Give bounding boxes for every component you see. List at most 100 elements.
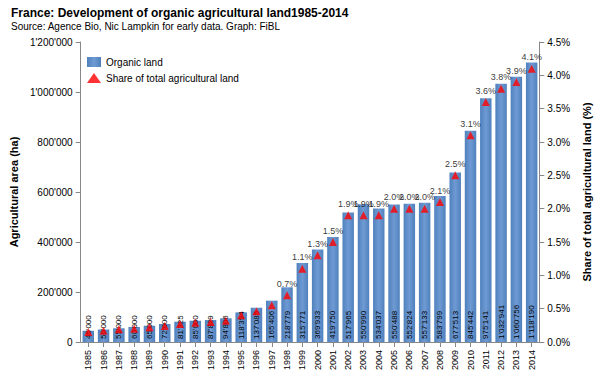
svg-text:165'406: 165'406 [267,310,276,339]
svg-text:2011: 2011 [481,350,491,369]
svg-text:France: Development of organic: France: Development of organic agricultu… [11,6,349,20]
svg-text:315'771: 315'771 [298,310,307,339]
svg-text:Organic land: Organic land [106,57,163,68]
svg-text:419'750: 419'750 [328,310,337,339]
svg-text:3.8%: 3.8% [490,72,512,83]
svg-text:1.9%: 1.9% [337,198,359,209]
svg-text:550'990: 550'990 [359,310,368,339]
svg-text:517'965: 517'965 [344,310,353,339]
svg-text:1994: 1994 [221,350,231,370]
svg-text:1998: 1998 [282,350,292,370]
svg-text:2.0%: 2.0% [414,192,435,203]
svg-text:2010: 2010 [466,350,476,370]
svg-text:3.1%: 3.1% [460,119,481,129]
svg-text:2006: 2006 [404,350,414,370]
svg-text:2013: 2013 [511,350,521,370]
svg-text:3.9%: 3.9% [506,66,527,76]
svg-text:87'829: 87'829 [206,315,215,339]
svg-text:534'037: 534'037 [374,310,383,339]
svg-text:1987: 1987 [114,350,124,370]
svg-text:1.0%: 1.0% [547,270,570,281]
svg-text:1'032'941: 1'032'941 [497,304,506,339]
svg-text:2007: 2007 [420,350,430,370]
svg-text:2000: 2000 [313,350,323,370]
svg-text:Source: Agence Bio, Nic Lampki: Source: Agence Bio, Nic Lampkin for earl… [11,21,280,32]
svg-text:2.0%: 2.0% [399,192,420,203]
svg-text:1.5%: 1.5% [547,237,570,248]
svg-text:845'442: 845'442 [466,310,475,339]
svg-text:2003: 2003 [358,350,368,370]
svg-text:45'000: 45'000 [84,315,93,339]
svg-text:1.3%: 1.3% [307,239,328,249]
svg-text:81'225: 81'225 [176,315,185,339]
svg-text:2.0%: 2.0% [383,192,405,203]
svg-text:1986: 1986 [99,350,109,370]
svg-text:550'488: 550'488 [390,310,399,339]
svg-text:400'000: 400'000 [37,237,73,248]
svg-text:1.5%: 1.5% [323,226,344,236]
svg-text:1'000'000: 1'000'000 [30,87,73,98]
svg-text:1997: 1997 [267,350,277,370]
svg-text:2014: 2014 [527,350,537,370]
svg-text:218'779: 218'779 [283,310,292,339]
svg-text:2005: 2005 [389,350,399,370]
svg-text:2002: 2002 [343,350,353,370]
svg-text:3.5%: 3.5% [547,103,570,114]
svg-text:1.9%: 1.9% [353,198,374,209]
svg-text:4.1%: 4.1% [521,52,542,62]
svg-text:0: 0 [67,337,73,348]
svg-text:94'806: 94'806 [221,315,230,339]
svg-text:2.1%: 2.1% [430,186,451,196]
svg-text:1985: 1985 [83,350,93,370]
svg-text:137'085: 137'085 [252,310,261,339]
svg-text:600'000: 600'000 [37,187,73,198]
svg-text:200'000: 200'000 [37,287,73,298]
svg-text:1993: 1993 [206,350,216,370]
svg-text:1992: 1992 [190,350,200,370]
svg-text:1995: 1995 [236,350,246,370]
svg-text:55'000: 55'000 [114,315,123,339]
svg-text:1988: 1988 [129,350,139,370]
svg-text:2.5%: 2.5% [445,159,466,169]
svg-text:1'200'000: 1'200'000 [30,37,73,48]
svg-text:50'000: 50'000 [99,315,108,339]
svg-text:1999: 1999 [297,350,307,370]
svg-text:2001: 2001 [328,350,338,370]
svg-text:1.1%: 1.1% [292,252,313,262]
svg-text:3.0%: 3.0% [547,137,570,148]
svg-text:72'000: 72'000 [160,315,169,339]
svg-text:85'000: 85'000 [191,315,200,339]
svg-text:3.6%: 3.6% [476,86,497,96]
svg-text:2004: 2004 [374,350,384,370]
svg-text:2008: 2008 [435,350,445,370]
svg-text:583'799: 583'799 [435,310,444,339]
svg-text:118'394: 118'394 [237,311,246,339]
svg-text:2.0%: 2.0% [547,203,570,214]
svg-text:Share of total agricultural la: Share of total agricultural land [106,73,239,84]
svg-text:Agricultural area (ha): Agricultural area (ha) [8,136,20,247]
svg-text:1.9%: 1.9% [368,198,389,209]
svg-text:1991: 1991 [175,350,185,370]
svg-text:0.7%: 0.7% [277,279,298,289]
svg-text:2009: 2009 [450,350,460,370]
svg-text:369'933: 369'933 [313,310,322,339]
svg-text:1990: 1990 [160,350,170,370]
svg-text:60'000: 60'000 [130,315,139,339]
svg-text:975'141: 975'141 [481,310,490,339]
svg-text:0.0%: 0.0% [547,337,570,348]
svg-text:552'824: 552'824 [405,310,414,339]
svg-text:2012: 2012 [496,350,506,370]
svg-text:65'000: 65'000 [145,315,154,339]
svg-text:Share of total agricultural la: Share of total agricultural land (%) [581,102,593,281]
svg-text:1'060'756: 1'060'756 [512,304,521,339]
svg-text:0.5%: 0.5% [547,303,570,314]
svg-text:4.5%: 4.5% [547,37,570,48]
svg-text:1'118'190: 1'118'190 [527,305,536,339]
svg-text:557'133: 557'133 [420,310,429,339]
svg-text:677'513: 677'513 [451,310,460,339]
svg-text:4.0%: 4.0% [547,70,570,81]
svg-text:2.5%: 2.5% [547,170,570,181]
svg-text:1996: 1996 [251,350,261,370]
svg-text:800'000: 800'000 [37,137,73,148]
svg-text:1989: 1989 [144,350,154,370]
